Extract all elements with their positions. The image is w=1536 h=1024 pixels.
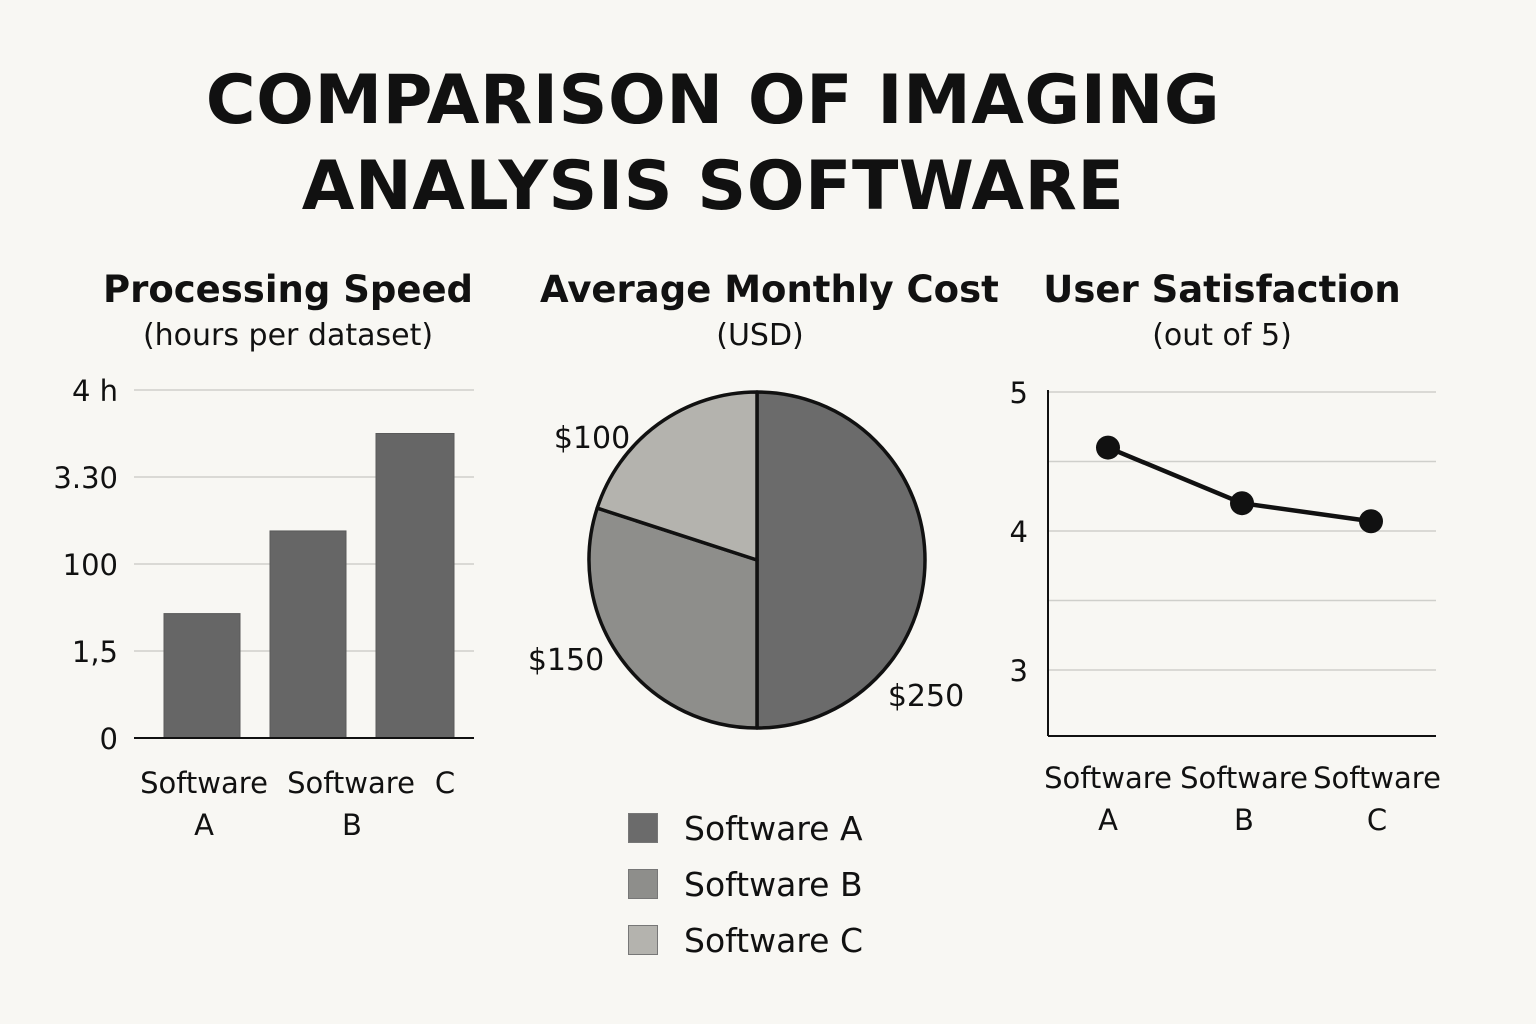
line-chart-subtitle: (out of 5) (1152, 318, 1292, 353)
pie-slice-label: $150 (528, 643, 604, 678)
line-y-tick-label: 5 (1010, 376, 1028, 410)
pie-slice (587, 506, 759, 730)
bar-chart-subtitle: (hours per dataset) (142, 318, 434, 353)
line-x-tick-label: B (1234, 803, 1254, 837)
line-point (1230, 491, 1254, 516)
bar (269, 530, 347, 739)
pie-slice (595, 390, 759, 562)
line-y-tick-label: 3 (1010, 654, 1028, 688)
pie-slice-label: $100 (554, 421, 630, 456)
line-point (1096, 435, 1120, 460)
bar-x-tick-label: B (342, 808, 362, 842)
line-x-tick-label: Software (1313, 761, 1441, 795)
bar-chart: 0 1,5 100 3.30 4 h Software A Software B C (53, 374, 474, 842)
legend-label: Software A (684, 808, 863, 848)
line-x-tick-label: C (1367, 803, 1387, 837)
legend-item: Software A (628, 800, 863, 856)
bar-y-tick-label: 0 (100, 722, 118, 756)
line-chart-title: User Satisfaction (1043, 268, 1401, 311)
bar-x-tick-label: A (194, 808, 214, 842)
main-title: COMPARISON OF IMAGING ANALYSIS SOFTWARE (0, 58, 1426, 229)
bar-x-tick-label: Software (287, 766, 415, 800)
bar (163, 613, 241, 739)
pie-chart-subtitle: (USD) (716, 318, 804, 353)
pie-slice (755, 390, 927, 730)
pie-legend: Software A Software B Software C (628, 800, 863, 968)
bar-x-tick-label: Software (140, 766, 268, 800)
main-title-line-1: COMPARISON OF IMAGING (205, 61, 1221, 140)
pie-chart-title: Average Monthly Cost (540, 268, 999, 311)
legend-swatch (628, 869, 658, 899)
line-y-tick-label: 4 (1010, 515, 1028, 549)
main-title-line-2: ANALYSIS SOFTWARE (301, 146, 1125, 226)
line-x-tick-label: Software (1180, 761, 1308, 795)
bar (375, 433, 455, 739)
bar-y-tick-label: 4 h (72, 374, 118, 408)
line-chart: 3 4 5 Software A Software B Software C (1010, 376, 1441, 837)
legend-swatch (628, 813, 658, 843)
bar-y-tick-label: 1,5 (72, 635, 118, 669)
bar-chart-title: Processing Speed (102, 268, 474, 311)
bar-x-tick-label: C (435, 766, 455, 800)
legend-swatch (628, 925, 658, 955)
bar-y-tick-label: 100 (63, 548, 118, 582)
line-point (1359, 509, 1383, 534)
line-x-tick-label: A (1098, 803, 1118, 837)
legend-item: Software B (628, 856, 863, 912)
legend-label: Software B (684, 864, 863, 904)
pie-chart: $250 $150 $100 (528, 390, 964, 730)
pie-slice-label: $250 (888, 679, 964, 714)
legend-label: Software C (684, 920, 864, 960)
legend-item: Software C (628, 912, 863, 968)
line-x-tick-label: Software (1044, 761, 1172, 795)
bar-y-tick-label: 3.30 (53, 461, 118, 495)
